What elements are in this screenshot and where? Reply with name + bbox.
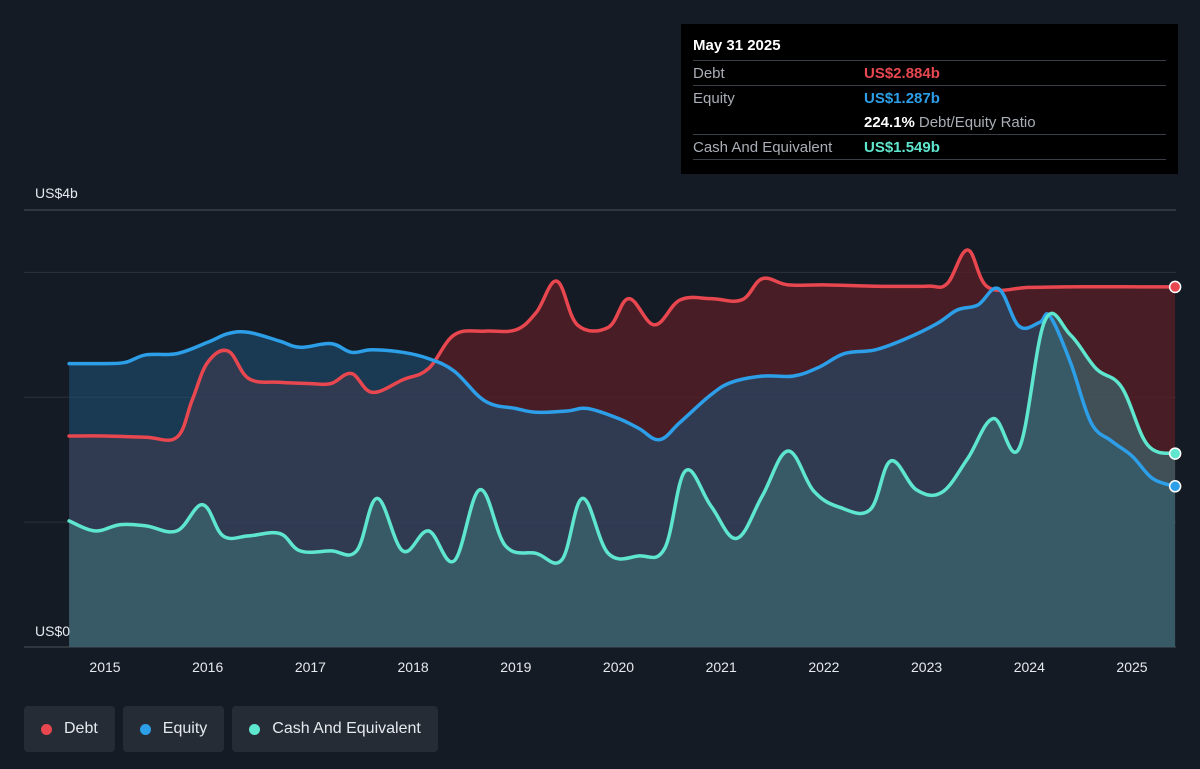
legend: Debt Equity Cash And Equivalent (24, 706, 438, 752)
y-axis-bottom-label: US$0 (35, 623, 70, 639)
legend-item-cash[interactable]: Cash And Equivalent (232, 706, 438, 752)
tooltip: May 31 2025 Debt US$2.884b Equity US$1.2… (681, 24, 1178, 174)
tooltip-value-debt: US$2.884b (864, 64, 940, 82)
y-axis-top-label: US$4b (35, 185, 78, 201)
cash-end-marker (1168, 447, 1182, 460)
equity-line (67, 286, 1177, 489)
x-tick-label: 2020 (603, 659, 634, 675)
equity-dot-icon (139, 723, 151, 735)
tooltip-row-cash: Cash And Equivalent US$1.549b (693, 134, 1166, 160)
tooltip-value-cash: US$1.549b (864, 138, 940, 156)
x-tick-label: 2022 (808, 659, 839, 675)
tooltip-label: Equity (693, 89, 735, 107)
x-tick-label: 2016 (192, 659, 223, 675)
equity-end-marker (1168, 480, 1182, 493)
legend-label: Debt (64, 720, 98, 737)
tooltip-row-debt: Debt US$2.884b (693, 60, 1166, 85)
tooltip-row-ratio: 224.1% Debt/Equity Ratio (693, 110, 1166, 134)
x-tick-label: 2019 (500, 659, 531, 675)
tooltip-row-equity: Equity US$1.287b (693, 85, 1166, 110)
tooltip-ratio-label: Debt/Equity Ratio (918, 113, 1036, 131)
x-tick-label: 2017 (295, 659, 326, 675)
x-tick-label: 2024 (1014, 659, 1045, 675)
tooltip-value-equity: US$1.287b (864, 89, 940, 107)
cash-line (67, 311, 1177, 565)
legend-item-equity[interactable]: Equity (122, 706, 225, 752)
series-lines (67, 248, 1177, 565)
tooltip-label: Debt (693, 64, 725, 82)
legend-label: Cash And Equivalent (272, 720, 421, 737)
cash-area (69, 313, 1176, 647)
end-markers (1168, 280, 1182, 493)
x-tick-label: 2015 (89, 659, 120, 675)
legend-item-debt[interactable]: Debt (24, 706, 115, 752)
x-tick-label: 2021 (706, 659, 737, 675)
x-tick-label: 2025 (1116, 659, 1147, 675)
x-tick-label: 2018 (398, 659, 429, 675)
x-tick-label: 2023 (911, 659, 942, 675)
axes: US$4b US$0 2015 2016 2017 2018 2019 2020 2021 2… (35, 185, 1148, 675)
tooltip-ratio-value: 224.1% (864, 113, 915, 131)
debt-dot-icon (41, 723, 52, 735)
tooltip-label: Cash And Equivalent (693, 138, 833, 156)
debt-end-marker (1168, 280, 1182, 294)
series-areas (69, 249, 1176, 647)
tooltip-date: May 31 2025 (693, 37, 781, 54)
cash-dot-icon (249, 723, 261, 735)
debt-line (67, 248, 1177, 443)
legend-label: Equity (162, 720, 208, 737)
